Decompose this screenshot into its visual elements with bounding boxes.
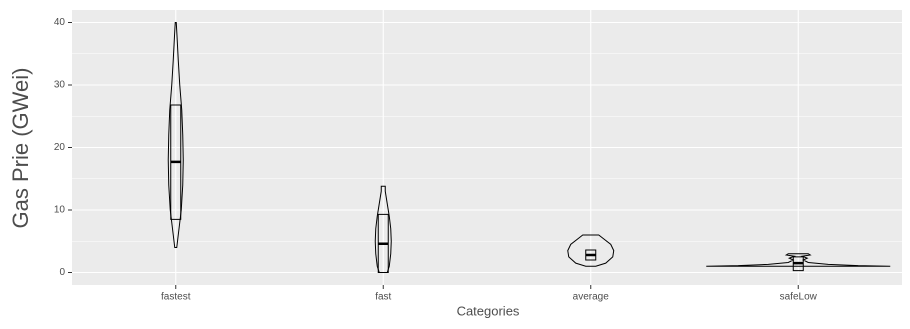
y-axis-label: Gas Prie (GWei) — [8, 68, 33, 229]
y-tick-label: 0 — [59, 267, 65, 278]
y-tick-label: 30 — [54, 80, 66, 91]
y-tick-label: 10 — [54, 205, 66, 216]
y-tick-label: 20 — [54, 142, 66, 153]
violin — [374, 185, 392, 273]
x-tick-label: fastest — [161, 292, 191, 303]
y-tick-label: 40 — [54, 17, 66, 28]
x-axis-label: Categories — [457, 303, 520, 318]
violin — [706, 253, 891, 267]
x-tick-label: fast — [375, 292, 391, 303]
x-tick-label: safeLow — [780, 292, 818, 303]
violin — [567, 234, 615, 267]
x-tick-label: average — [573, 292, 610, 303]
